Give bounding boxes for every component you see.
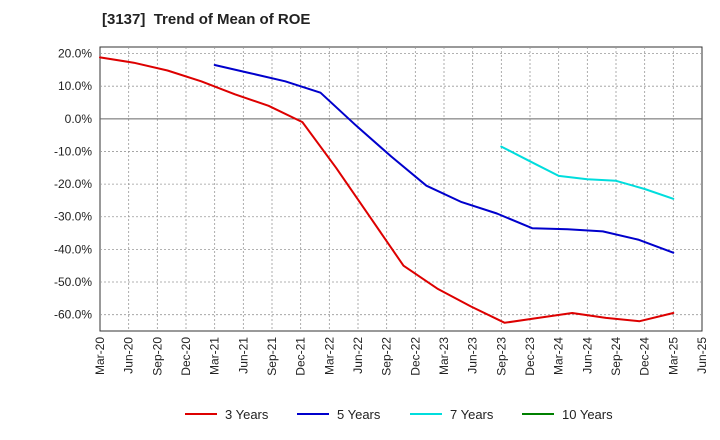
grid-layer [99, 46, 703, 332]
legend-label: 5 Years [337, 407, 381, 422]
x-tick-label: Jun-23 [466, 337, 480, 374]
series-line-5-years [213, 64, 675, 254]
x-tick-label: Sep-22 [380, 337, 394, 376]
x-tick-label: Dec-24 [638, 337, 652, 376]
legend-label: 3 Years [225, 407, 269, 422]
y-tick-label: -10.0% [54, 144, 92, 158]
chart-title: [3137] Trend of Mean of ROE [102, 11, 311, 28]
x-tick-label: Sep-20 [150, 337, 164, 376]
x-tick-label: Sep-21 [265, 337, 279, 376]
y-tick-label: -60.0% [54, 308, 92, 322]
y-tick-label: -20.0% [54, 177, 92, 191]
x-tick-label: Jun-22 [351, 337, 365, 374]
x-tick-label: Jun-20 [122, 337, 136, 374]
x-tick-label: Mar-22 [322, 337, 336, 375]
x-tick-label: Mar-20 [93, 337, 107, 375]
axis-layer: 20.0% 10.0% 0.0% -10.0% -20.0% -30.0% -40.0% -5… [54, 47, 709, 376]
series-line-7-years [500, 145, 675, 200]
legend-label: 10 Years [562, 407, 613, 422]
y-tick-label: -30.0% [54, 210, 92, 224]
x-tick-label: Dec-23 [523, 337, 537, 376]
x-tick-label: Jun-21 [236, 337, 250, 374]
x-tick-label: Mar-24 [552, 337, 566, 375]
y-tick-label: 20.0% [58, 47, 92, 61]
x-tick-label: Jun-24 [580, 337, 594, 374]
x-tick-label: Sep-23 [494, 337, 508, 376]
x-tick-label: Mar-23 [437, 337, 451, 375]
x-tick-label: Sep-24 [609, 337, 623, 376]
x-tick-label: Jun-25 [695, 337, 709, 374]
series-layer [99, 56, 675, 324]
y-tick-label: -50.0% [54, 275, 92, 289]
series-line-3-years [99, 56, 675, 324]
y-tick-label: -40.0% [54, 242, 92, 256]
x-tick-label: Mar-21 [208, 337, 222, 375]
y-tick-label: 10.0% [58, 79, 92, 93]
x-tick-label: Dec-21 [294, 337, 308, 376]
legend: 3 Years 5 Years 7 Years 10 Years [185, 407, 613, 422]
x-tick-label: Mar-25 [666, 337, 680, 375]
y-tick-label: 0.0% [65, 112, 93, 126]
x-tick-label: Dec-20 [179, 337, 193, 376]
plot-frame [99, 46, 703, 332]
x-tick-label: Dec-22 [408, 337, 422, 376]
legend-label: 7 Years [450, 407, 494, 422]
